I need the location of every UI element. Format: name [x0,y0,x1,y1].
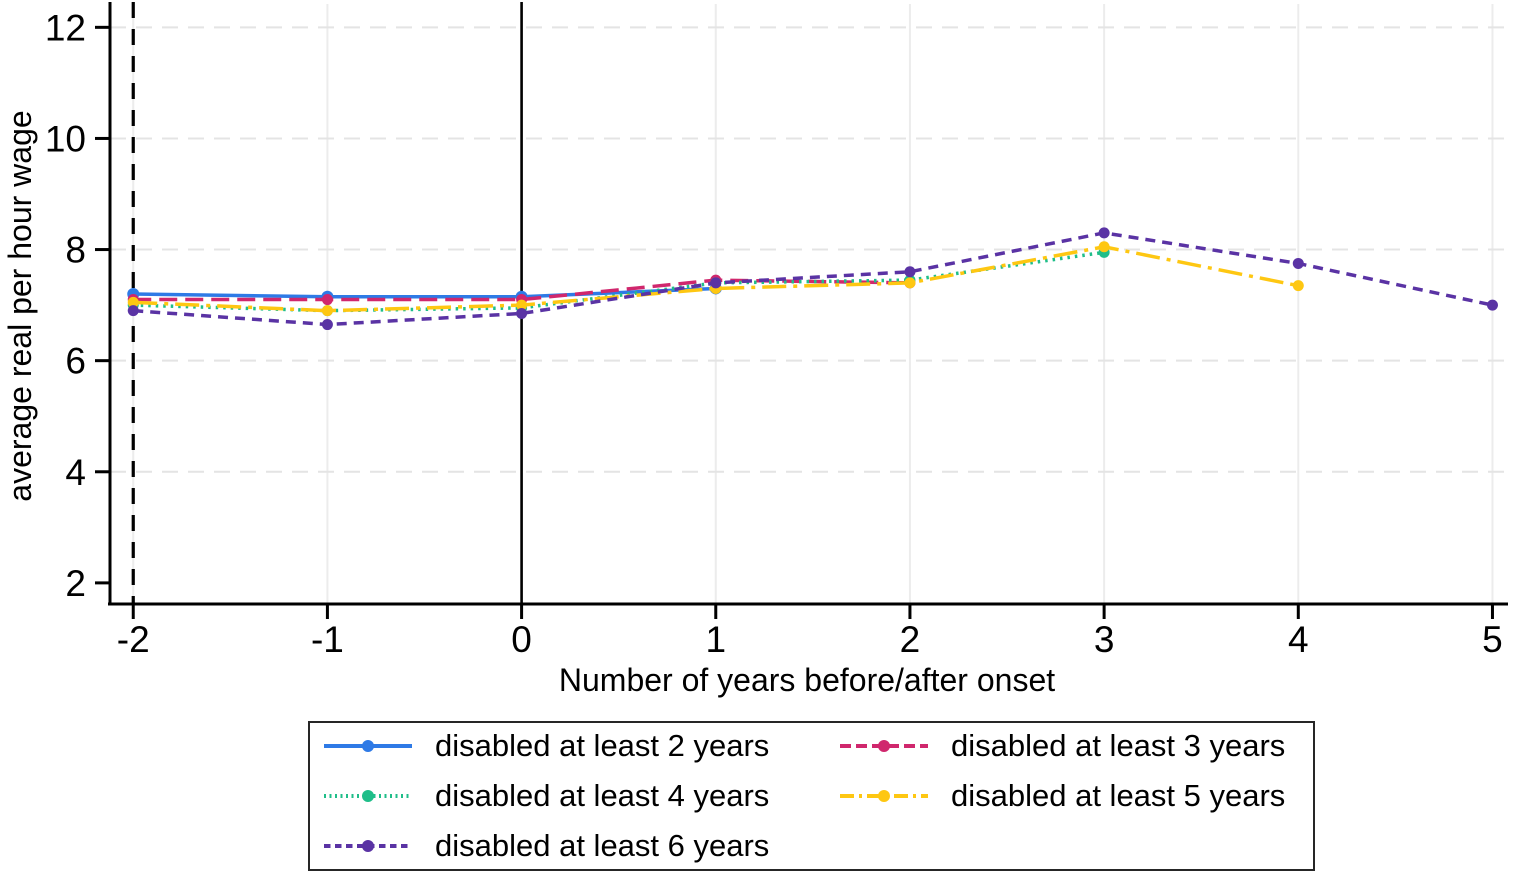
legend-item: disabled at least 5 years [826,775,1313,817]
y-tick-label: 10 [45,118,86,159]
x-tick-label: -1 [311,619,344,660]
data-point-marker [321,319,333,331]
x-axis-title: Number of years before/after onset [558,662,1056,698]
legend-line-sample [840,740,928,752]
x-tick-label: 2 [900,619,921,660]
legend-line-sample [324,840,412,852]
data-point-marker [516,307,528,319]
legend-label: disabled at least 6 years [435,828,770,863]
legend-line-sample [324,790,412,802]
x-tick-label: 5 [1482,619,1503,660]
data-point-marker [904,266,916,278]
data-point-marker [1098,241,1110,253]
data-point-marker [516,299,528,311]
legend-marker [362,790,374,802]
series-line [133,250,1105,313]
x-tick-label: -2 [117,619,150,660]
data-point-marker [321,294,333,306]
legend: disabled at least 2 years disabled at lea… [308,721,1315,871]
y-tick-label: 6 [65,341,86,382]
data-point-marker [321,305,333,317]
data-point-marker [1486,299,1498,311]
legend-marker [878,790,890,802]
legend-label: disabled at least 5 years [951,778,1286,813]
legend-item: disabled at least 2 years [310,725,826,767]
x-tick-label: 3 [1094,619,1115,660]
data-point-marker [904,277,916,289]
y-tick-label: 4 [65,452,86,493]
legend-item: disabled at least 6 years [310,825,826,867]
legend-marker [362,740,374,752]
legend-marker [878,740,890,752]
data-point-marker [1098,227,1110,239]
y-axis-title: average real per hour wage [2,110,38,502]
legend-item: disabled at least 4 years [310,775,826,817]
data-point-marker [1292,257,1304,269]
legend-line-sample [324,740,412,752]
x-tick-label: 0 [511,619,532,660]
series-disabled-at-least-6-years [127,227,1498,331]
y-tick-label: 12 [45,7,86,48]
data-point-marker [710,277,722,289]
series-line [133,231,1493,327]
y-tick-label: 8 [65,230,86,271]
series-disabled-at-least-5-years [127,241,1304,317]
legend-item: disabled at least 3 years [826,725,1313,767]
legend-label: disabled at least 3 years [951,728,1286,763]
legend-line-sample [840,790,928,802]
series-disabled-at-least-4-years [127,246,1110,317]
legend-label: disabled at least 2 years [435,728,770,763]
y-tick-label: 2 [65,563,86,604]
data-point-marker [1292,280,1304,292]
x-tick-label: 4 [1288,619,1309,660]
x-tick-label: 1 [705,619,726,660]
vertical-gridlines [132,4,1494,604]
data-point-marker [127,305,139,317]
data-point-marker [127,296,139,308]
series-line [133,286,716,299]
legend-label: disabled at least 4 years [435,778,770,813]
legend-marker [362,840,374,852]
